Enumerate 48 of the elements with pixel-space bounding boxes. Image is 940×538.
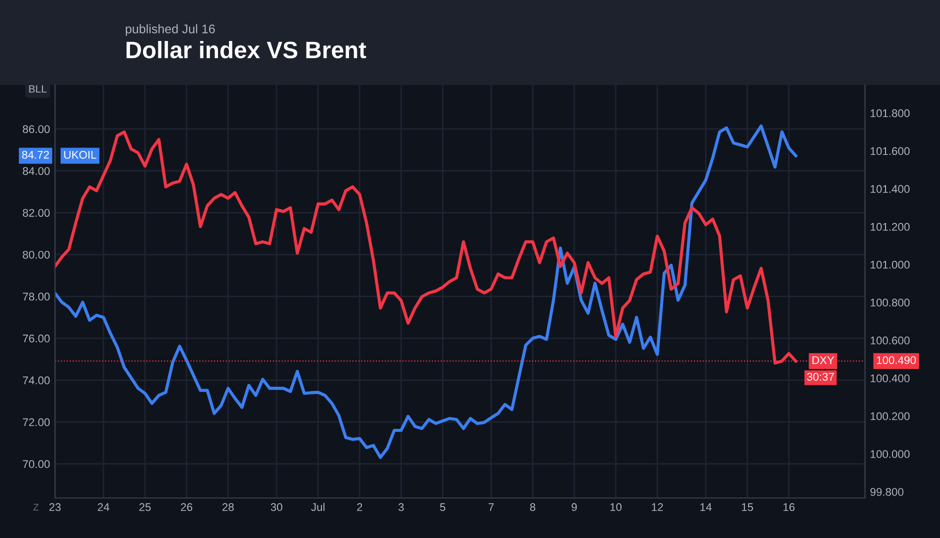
x-tick-label: 15 [742,503,754,512]
y2-tick-label: 101.200 [870,222,910,231]
x-tick-label: 5 [440,503,446,512]
y2-tick-label: 99.800 [870,488,904,496]
y2-tick-label: 101.000 [870,260,910,269]
line-series [55,124,798,459]
x-tick-label: 28 [222,503,234,512]
y2-tick-label: 100.200 [870,412,910,420]
x-tick-label: 23 [49,503,61,512]
y-axis-title: BLL [29,85,47,93]
x-tick-label: 9 [572,503,577,512]
y2-tick-label: 100.600 [870,336,910,344]
x-tick-label: Jul [311,502,324,512]
text: Z [33,504,39,511]
x-tick-label: 25 [139,503,151,512]
ref-line-label: 100.490 [876,356,916,364]
y2-tick-label: 101.600 [870,147,910,156]
chart-subtitle: published Jul 16 [126,24,215,36]
x-tick-label: 30 [270,503,282,512]
x-tick-label: 16 [784,503,795,512]
y-tick-label: 86.00 [22,125,50,134]
x-tick-label: 2 [357,503,362,511]
annotation: 30:37 [807,372,834,381]
y-tick-label: 80.00 [22,250,50,259]
x-tick-label: 24 [98,503,110,511]
y2-tick-label: 100.800 [870,298,910,307]
y-tick-label: 76.00 [22,334,50,342]
y2-tick-label: 101.800 [870,109,910,118]
text: 84.72 [22,150,49,159]
y2-tick-label: 100.000 [870,450,910,458]
y2-tick-label: 100.400 [870,374,910,382]
x-tick-label: 7 [488,503,494,511]
x-tick-label: 8 [530,503,536,512]
x-tick-label: 12 [652,503,663,511]
x-tick-label: 3 [398,503,404,512]
x-tick-label: 10 [610,503,622,512]
x-tick-label: 26 [180,503,192,512]
y-tick-label: 84.00 [22,167,50,175]
x-tick-label: 14 [700,503,712,511]
y-tick-label: 70.00 [22,460,50,468]
legend-label: UKOIL [64,150,96,159]
y-tick-label: 74.00 [22,376,50,384]
y-tick-label: 72.00 [22,418,50,426]
series-label: DXY [812,356,834,364]
y2-tick-label: 101.400 [870,185,910,193]
y-tick-label: 82.00 [22,208,50,217]
y-tick-label: 78.00 [22,292,50,301]
chart-title: Dollar index VS Brent [126,40,366,58]
